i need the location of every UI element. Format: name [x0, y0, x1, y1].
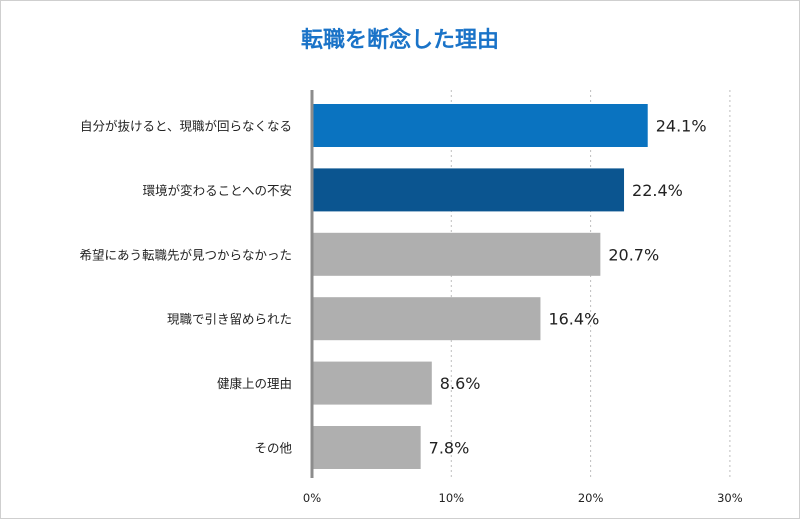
bar-1	[312, 104, 648, 147]
bar-3	[312, 232, 601, 276]
category-label-3: 希望にあう転職先が見つからなかった	[79, 247, 292, 262]
bar-6	[312, 426, 421, 469]
value-label-4: 16.4%	[548, 310, 599, 329]
value-label-2: 22.4%	[632, 181, 683, 200]
bars	[312, 104, 648, 469]
category-label-1: 自分が抜けると、現職が回らなくなる	[80, 119, 292, 134]
category-label-5: 健康上の理由	[217, 376, 292, 391]
x-tick-label-30: 30%	[717, 491, 743, 505]
x-tick-label-10: 10%	[439, 491, 465, 505]
gridlines	[450, 90, 731, 478]
labels: 0% 10% 20% 30% 自分が抜けると、現職が回らなくなる 24.1% 環境が変わるこ…	[79, 117, 742, 506]
category-label-6: その他	[254, 441, 292, 456]
x-tick-label-0: 0%	[303, 491, 321, 505]
value-label-3: 20.7%	[608, 245, 659, 264]
x-tick-label-20: 20%	[578, 491, 604, 505]
bar-2	[312, 168, 625, 212]
bar-4	[312, 297, 541, 341]
chart-title: 転職を断念した理由	[300, 28, 499, 53]
category-label-4: 現職で引き留められた	[167, 312, 292, 327]
value-label-5: 8.6%	[440, 374, 481, 393]
value-label-1: 24.1%	[656, 117, 707, 136]
category-label-2: 環境が変わることへの不安	[143, 183, 292, 198]
value-label-6: 7.8%	[429, 439, 470, 458]
bar-5	[312, 361, 432, 405]
